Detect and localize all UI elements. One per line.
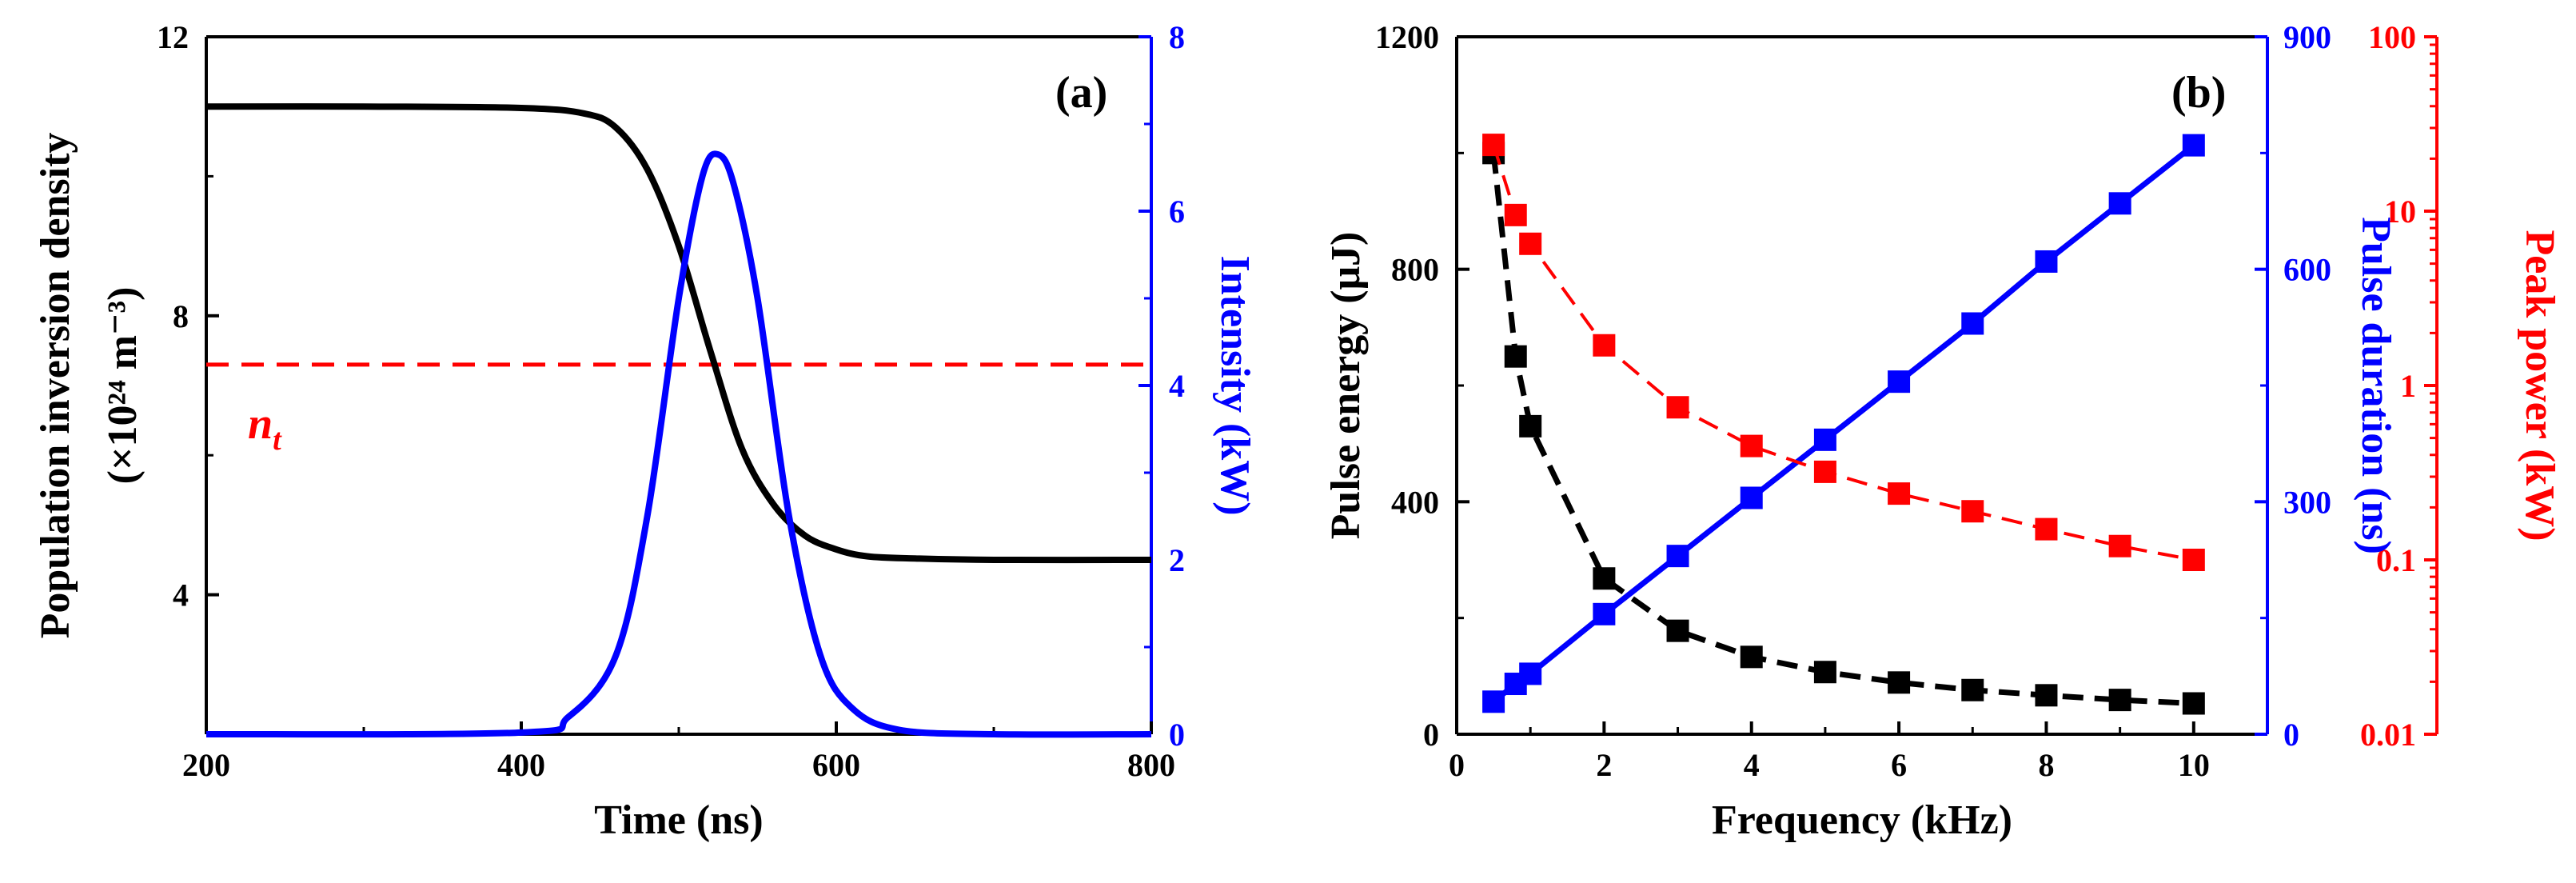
y-right2-axis-label: Peak power (kW) [2517, 230, 2562, 541]
intensity-curve [205, 150, 1152, 738]
peak-power-marker [1666, 396, 1689, 419]
peak-power-marker [2108, 534, 2131, 557]
threshold-label: nt [248, 399, 282, 457]
duration-marker [2108, 192, 2131, 215]
duration-marker [1740, 486, 1763, 509]
panel-b: 0 2 4 6 8 100400800120003006009000.010.111010… [1323, 19, 2562, 843]
peak-power-marker [2182, 549, 2205, 571]
energy-marker [1961, 678, 1984, 701]
y-right2-tick-label: 100 [2368, 19, 2416, 55]
y-right2-tick-label: 0.1 [2376, 542, 2416, 578]
energy-marker [1813, 661, 1836, 684]
x-tick-label: 8 [2038, 747, 2054, 783]
x-tick-label: 2 [1596, 747, 1612, 783]
energy-marker [2035, 684, 2058, 707]
threshold-subscript: t [273, 423, 282, 457]
x-tick-label: 0 [1449, 747, 1465, 783]
y-right-tick-label: 4 [1169, 368, 1185, 404]
y-right-axis-label: Pulse duration (ns) [2353, 217, 2399, 554]
y-right2-tick-label: 1 [2400, 368, 2416, 404]
peak-power-marker [1813, 460, 1836, 483]
panel-a: 200 400 600 800 4 8 12 0 2 4 6 8 nt (a) Time (ns) Popul… [33, 19, 1258, 843]
x-tick-label: 800 [1127, 747, 1175, 783]
x-tick-label: 10 [2178, 747, 2210, 783]
energy-marker [1504, 345, 1527, 368]
energy-marker [1519, 414, 1542, 438]
y-right-tick-label: 2 [1169, 542, 1185, 578]
x-tick-label: 4 [1744, 747, 1760, 783]
duration-marker [1482, 690, 1505, 713]
duration-marker [1888, 370, 1911, 394]
peak-power-marker [1961, 500, 1984, 523]
y-tick-label: 0 [1423, 717, 1439, 753]
y-axis-label: Pulse energy (μJ) [1323, 232, 1369, 540]
y-right-tick-label: 0 [2283, 717, 2299, 753]
x-axis-label: Frequency (kHz) [1712, 797, 2012, 843]
y-right-tick-label: 900 [2283, 19, 2331, 55]
energy-marker [1666, 619, 1689, 642]
y-tick-label: 800 [1391, 252, 1439, 288]
y-right2-tick-label: 10 [2384, 194, 2416, 230]
y-tick-label: 1200 [1375, 19, 1439, 55]
duration-marker [1813, 428, 1836, 451]
y-tick-label: 4 [173, 577, 189, 613]
peak-power-marker [1888, 482, 1911, 505]
energy-marker [2182, 692, 2205, 715]
y-right-tick-label: 6 [1169, 194, 1185, 230]
x-tick-label: 200 [182, 747, 230, 783]
peak-power-marker [1740, 434, 1763, 457]
peak-power-marker [1482, 134, 1505, 157]
duration-marker [1593, 602, 1616, 625]
duration-marker [2035, 250, 2058, 273]
energy-marker [1593, 567, 1616, 590]
duration-marker [2182, 134, 2205, 157]
energy-marker [1888, 671, 1911, 694]
duration-marker [1519, 662, 1542, 685]
y-right-axis-label: Intensity (kW) [1212, 255, 1258, 515]
y-axis-label-unit: (×10²⁴ m⁻³) [100, 287, 146, 485]
y-right-tick-label: 300 [2283, 484, 2331, 520]
y-tick-label: 400 [1391, 484, 1439, 520]
peak-power-marker [2035, 517, 2058, 541]
y-right-tick-label: 0 [1169, 717, 1185, 753]
peak-power-marker [1519, 232, 1542, 255]
x-tick-label: 600 [812, 747, 860, 783]
y-tick-label: 8 [173, 298, 189, 334]
energy-marker [2108, 689, 2131, 712]
energy-marker [1740, 645, 1763, 669]
duration-marker [1961, 312, 1984, 335]
x-tick-label: 400 [497, 747, 545, 783]
peak-power-marker [1593, 334, 1616, 357]
duration-marker [1666, 545, 1689, 568]
energy-line [1490, 152, 2194, 706]
peak-power-marker [1504, 203, 1527, 226]
panel-label-b: (b) [2171, 68, 2226, 118]
panel-label-a: (a) [1055, 68, 1107, 118]
y-right2-tick-label: 0.01 [2360, 717, 2416, 753]
x-axis-label: Time (ns) [594, 797, 763, 843]
inversion-density-curve [205, 103, 1152, 564]
y-axis-label: Population inversion density [33, 133, 78, 639]
x-tick-label: 6 [1891, 747, 1907, 783]
y-right-tick-label: 600 [2283, 252, 2331, 288]
y-right-tick-label: 8 [1169, 19, 1185, 55]
y-tick-label: 12 [157, 19, 189, 55]
